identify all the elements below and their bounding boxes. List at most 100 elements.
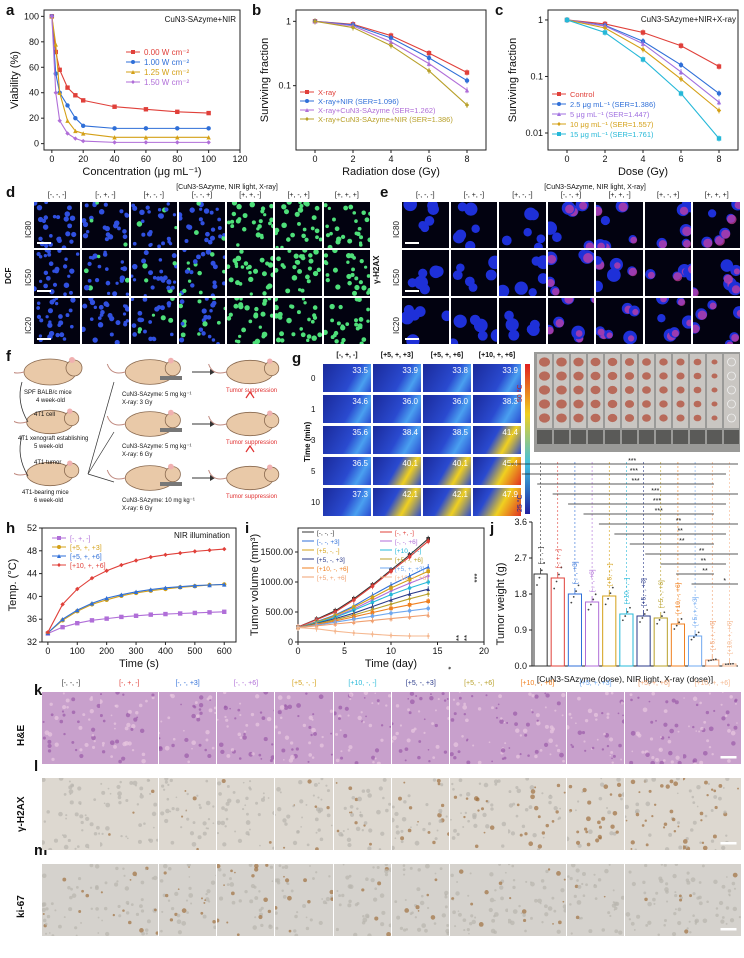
tissue-dot: [466, 928, 470, 932]
photo-base: [656, 430, 671, 444]
tissue-dot: [665, 784, 670, 789]
cell: [281, 204, 287, 210]
tissue-dot: [65, 814, 68, 817]
tissue-dot: [223, 884, 225, 886]
tissue-dot: [47, 739, 52, 744]
cell: [71, 231, 77, 238]
tissue-dot: [637, 696, 640, 699]
tissue-dot: [250, 883, 255, 889]
tissue-dot: [450, 818, 452, 821]
tissue-dot: [342, 733, 347, 738]
legend-entry: [+5, -, +6]: [395, 557, 423, 564]
row-label: 5: [311, 467, 316, 476]
tissue-dot: [266, 716, 272, 722]
histology-tile: [450, 864, 508, 936]
tissue-dot: [347, 748, 350, 752]
tissue-dot: [400, 829, 404, 833]
tissue-dot: [453, 712, 457, 716]
scale-bar: [37, 290, 51, 292]
tissue-dot: [564, 791, 566, 794]
column-label: [+10, -, +6]: [520, 680, 555, 687]
significance-mark: *: [723, 578, 726, 585]
tissue-dot: [164, 808, 170, 814]
tissue-dot: [443, 890, 449, 896]
micrograph-tile: [227, 202, 274, 248]
arrowhead: [210, 369, 215, 375]
cell: [313, 270, 319, 277]
cell: [291, 332, 296, 337]
tissue-dot: [91, 727, 96, 732]
cell: [186, 261, 190, 265]
tumor: [556, 385, 567, 395]
foci: [679, 206, 688, 215]
row-label: IC50: [24, 269, 33, 286]
tissue-dot: [423, 928, 428, 933]
tissue-dot: [391, 740, 394, 743]
cell: [236, 339, 241, 344]
tissue-dot: [531, 694, 536, 698]
tissue-dot: [509, 897, 512, 900]
data-point: [163, 611, 168, 617]
tissue-dot: [468, 932, 470, 935]
cell: [108, 234, 114, 240]
tissue-dot: [548, 800, 553, 805]
tissue-dot: [139, 904, 144, 909]
cell: [257, 224, 263, 229]
tissue-dot: [422, 827, 426, 832]
nucleus: [547, 221, 557, 235]
tissue-dot: [163, 871, 167, 875]
tissue-dot: [452, 787, 455, 791]
cell: [48, 320, 52, 324]
tissue-dot: [128, 920, 132, 925]
tissue-dot: [645, 752, 650, 757]
tissue-dot: [545, 869, 550, 874]
tissue-dot: [570, 716, 573, 719]
tissue-dot: [245, 796, 249, 801]
tissue-dot: [329, 709, 333, 713]
cell: [297, 310, 302, 315]
tissue-dot: [66, 705, 69, 709]
micrograph-tile: [275, 202, 322, 248]
tissue-dot: [208, 699, 211, 701]
tissue-dot: [608, 864, 611, 866]
tissue-dot: [337, 716, 341, 720]
tissue-dot: [512, 885, 517, 890]
tissue-dot: [186, 760, 190, 764]
tissue-dot: [720, 919, 725, 924]
data-point: [557, 132, 561, 136]
tissue-dot: [609, 793, 612, 796]
tissue-dot: [517, 803, 520, 807]
cell: [221, 281, 226, 286]
tissue-dot: [138, 839, 143, 844]
data-point: [426, 587, 430, 591]
tissue-dot: [42, 720, 45, 724]
column-label: [+10, +, +6]: [694, 680, 731, 687]
cell: [63, 292, 67, 296]
tissue-dot: [135, 784, 138, 787]
cell: [195, 254, 201, 260]
cell: [255, 232, 262, 238]
cell: [269, 203, 274, 209]
tissue-dot: [544, 692, 547, 695]
tissue-dot: [319, 743, 324, 748]
tissue-dot: [91, 734, 95, 737]
tissue-dot: [97, 932, 100, 934]
cell: [353, 322, 358, 327]
tissue-dot: [683, 754, 687, 759]
thermal-image: 38.5: [423, 426, 471, 454]
cell: [210, 293, 215, 296]
data-point: [333, 622, 337, 626]
tissue-dot: [311, 727, 317, 733]
tissue-dot: [523, 918, 527, 923]
tissue-dot: [110, 714, 113, 717]
tissue-dot: [93, 798, 97, 802]
data-point: [314, 624, 319, 628]
tissue-dot: [347, 714, 350, 717]
tissue-dot: [127, 902, 130, 906]
micrograph-tile: [402, 250, 449, 296]
tumor: [693, 400, 702, 408]
bar: [602, 595, 617, 667]
photo-base: [639, 430, 654, 444]
data-point: [370, 632, 375, 636]
cell: [70, 298, 76, 303]
